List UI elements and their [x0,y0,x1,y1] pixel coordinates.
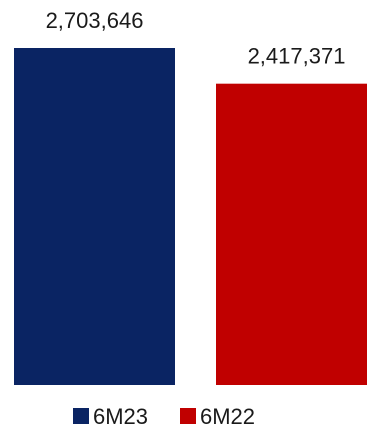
legend-label-6m23: 6M23 [93,404,148,429]
data-label-6m22: 2,417,371 [248,44,346,69]
legend: 6M23 6M22 [73,404,255,429]
legend-label-6m22: 6M22 [200,404,255,429]
bar-6m22 [216,83,367,386]
data-label-6m23: 2,703,646 [46,8,144,33]
legend-swatch-6m23 [73,408,89,424]
bar-6m23 [14,48,175,385]
data-labels-layer: 2,703,646 2,417,371 [46,8,346,69]
bars-layer [14,48,367,386]
legend-swatch-6m22 [180,408,196,424]
